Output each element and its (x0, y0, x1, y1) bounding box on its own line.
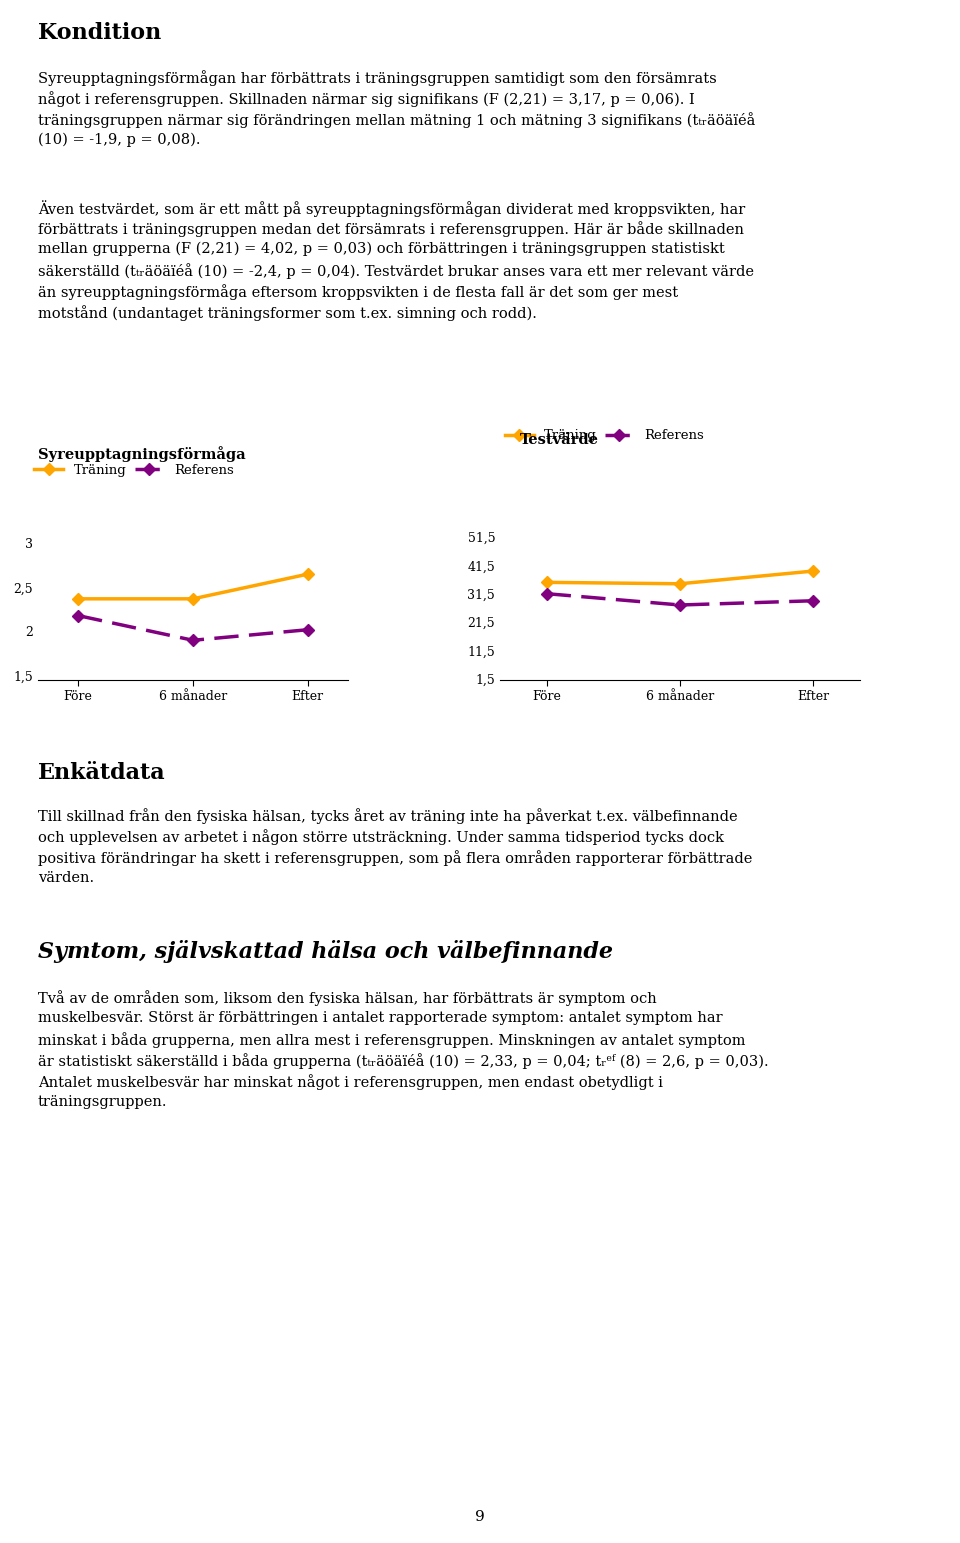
Text: Symtom, självskattad hälsa och välbefinnande: Symtom, självskattad hälsa och välbefinn… (38, 940, 613, 963)
Text: än syreupptagningsförmåga eftersom kroppsvikten i de flesta fall är det som ger : än syreupptagningsförmåga eftersom kropp… (38, 284, 678, 299)
Text: säkerställd (tₜᵣäöäïéå (10) = -2,4, p = 0,04). Testvärdet brukar anses vara ett : säkerställd (tₜᵣäöäïéå (10) = -2,4, p = … (38, 262, 754, 279)
Text: positiva förändringar ha skett i referensgruppen, som på flera områden rapporter: positiva förändringar ha skett i referen… (38, 850, 753, 866)
Text: förbättrats i träningsgruppen medan det försämrats i referensgruppen. Här är båd: förbättrats i träningsgruppen medan det … (38, 221, 744, 238)
Text: Syreupptagningsförmåga: Syreupptagningsförmåga (38, 446, 246, 461)
Text: mellan grupperna (F (2,21) = 4,02, p = 0,03) och förbättringen i träningsgruppen: mellan grupperna (F (2,21) = 4,02, p = 0… (38, 242, 725, 256)
Text: Två av de områden som, liksom den fysiska hälsan, har förbättrats är symptom och: Två av de områden som, liksom den fysisk… (38, 991, 657, 1006)
Text: Till skillnad från den fysiska hälsan, tycks året av träning inte ha påverkat t.: Till skillnad från den fysiska hälsan, t… (38, 809, 737, 824)
Text: Testvärde: Testvärde (520, 434, 599, 447)
Text: träningsgruppen närmar sig förändringen mellan mätning 1 och mätning 3 signifika: träningsgruppen närmar sig förändringen … (38, 113, 756, 128)
Text: träningsgruppen.: träningsgruppen. (38, 1096, 167, 1109)
Text: 9: 9 (475, 1511, 485, 1524)
Legend: Träning, Referens: Träning, Referens (499, 424, 709, 447)
Text: är statistiskt säkerställd i båda grupperna (tₜᵣäöäïéå (10) = 2,33, p = 0,04; tᵣ: är statistiskt säkerställd i båda gruppe… (38, 1052, 769, 1069)
Text: muskelbesvär. Störst är förbättringen i antalet rapporterade symptom: antalet sy: muskelbesvär. Störst är förbättringen i … (38, 1011, 723, 1025)
Text: Även testvärdet, som är ett mått på syreupptagningsförmågan dividerat med kropps: Även testvärdet, som är ett mått på syre… (38, 201, 745, 218)
Text: motstånd (undantaget träningsformer som t.ex. simning och rodd).: motstånd (undantaget träningsformer som … (38, 306, 537, 321)
Text: minskat i båda grupperna, men allra mest i referensgruppen. Minskningen av antal: minskat i båda grupperna, men allra mest… (38, 1032, 746, 1048)
Text: Antalet muskelbesvär har minskat något i referensgruppen, men endast obetydligt : Antalet muskelbesvär har minskat något i… (38, 1074, 663, 1089)
Text: (10) = -1,9, p = 0,08).: (10) = -1,9, p = 0,08). (38, 133, 201, 148)
Legend: Träning, Referens: Träning, Referens (29, 458, 239, 481)
Text: värden.: värden. (38, 870, 94, 886)
Text: Enkätdata: Enkätdata (38, 762, 166, 784)
Text: Kondition: Kondition (38, 22, 161, 45)
Text: något i referensgruppen. Skillnaden närmar sig signifikans (F (2,21) = 3,17, p =: något i referensgruppen. Skillnaden närm… (38, 91, 695, 106)
Text: Syreupptagningsförmågan har förbättrats i träningsgruppen samtidigt som den förs: Syreupptagningsförmågan har förbättrats … (38, 69, 717, 86)
Text: och upplevelsen av arbetet i någon större utsträckning. Under samma tidsperiod t: och upplevelsen av arbetet i någon störr… (38, 829, 724, 846)
